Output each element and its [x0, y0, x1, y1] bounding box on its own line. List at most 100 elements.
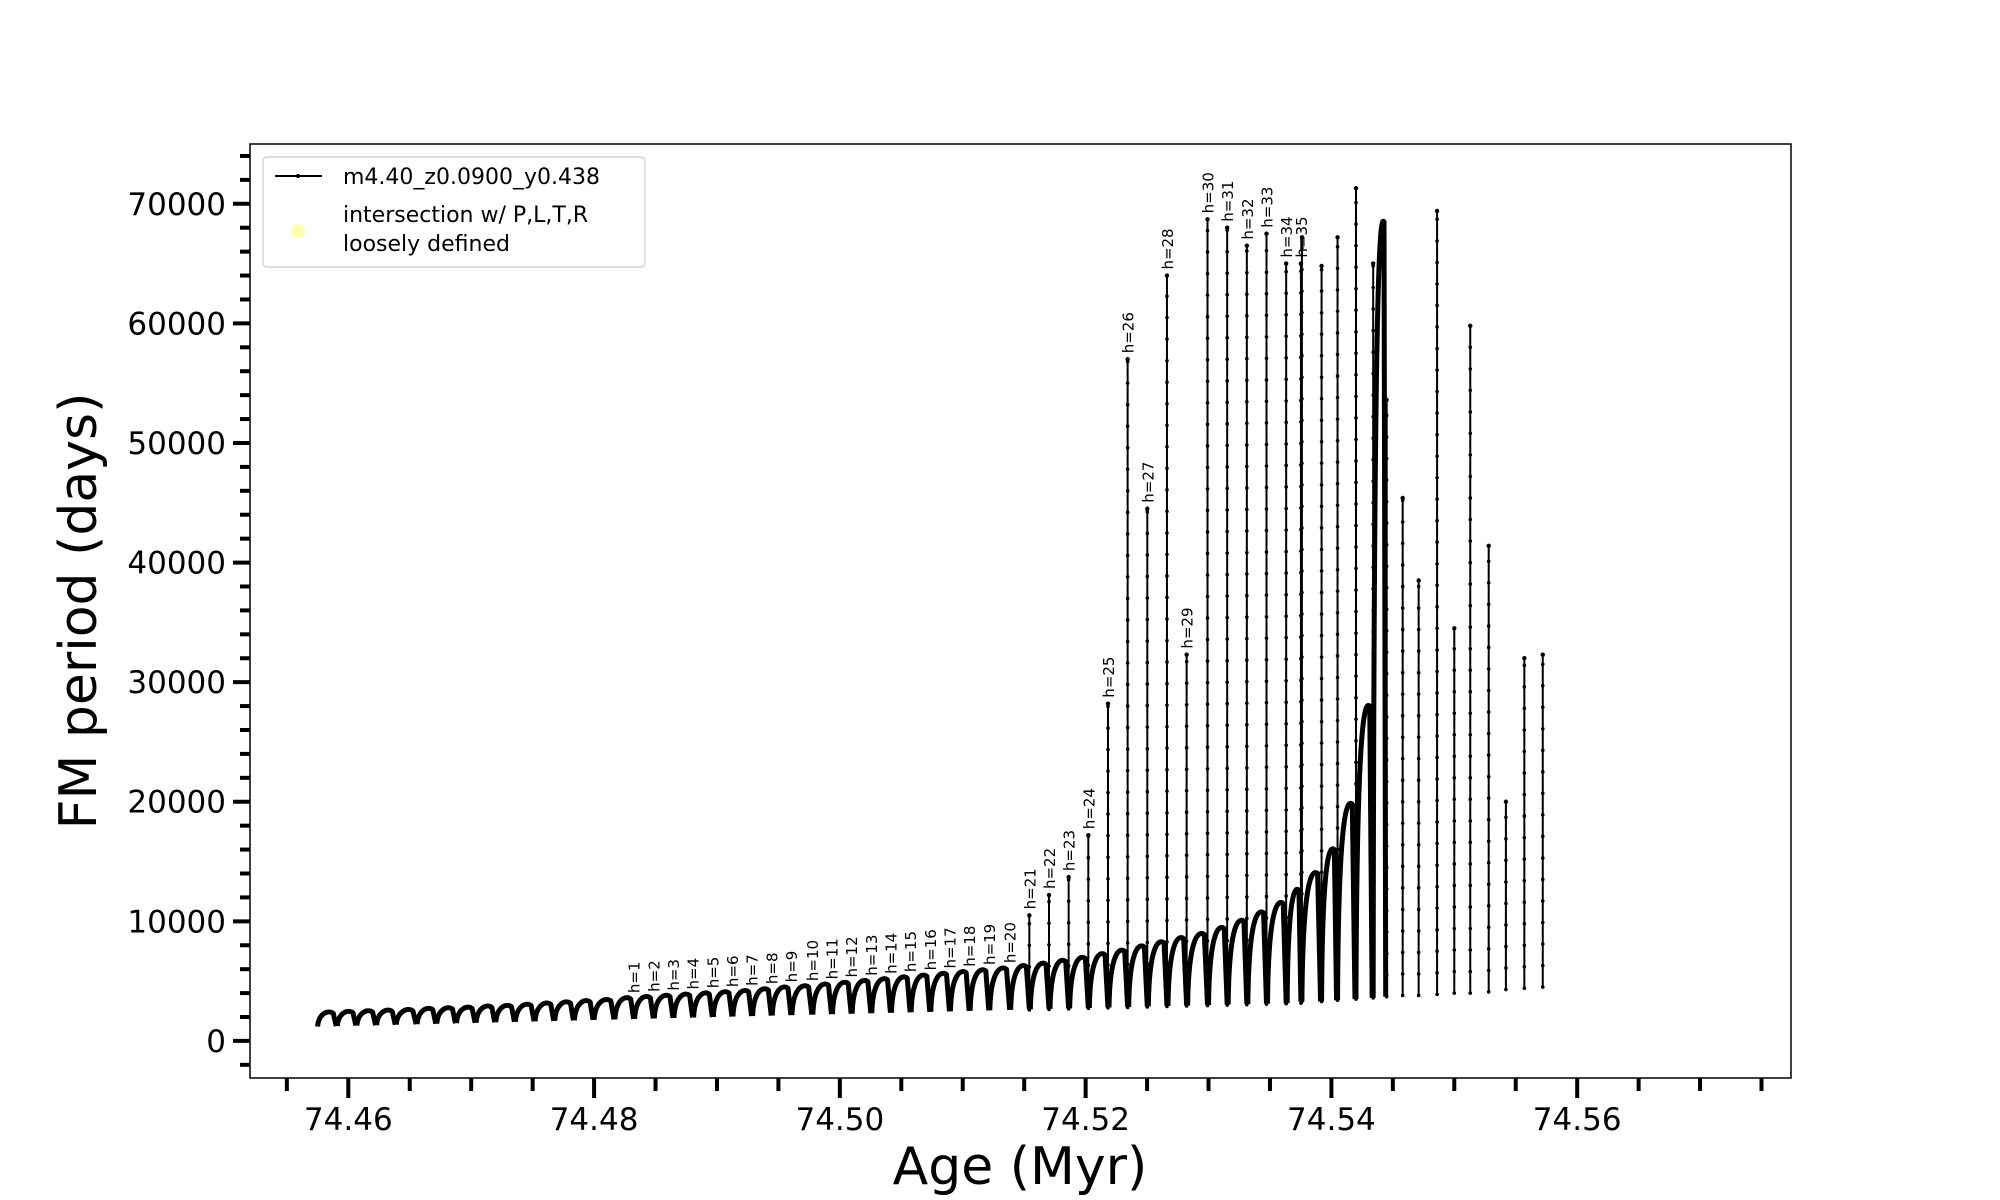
pulse-label: h=13	[863, 935, 881, 976]
pulse-curve	[512, 1001, 537, 1023]
data-point	[1486, 710, 1491, 714]
data-point	[1245, 679, 1249, 684]
data-point	[1416, 627, 1421, 632]
data-point	[1468, 819, 1473, 823]
data-point	[1145, 553, 1150, 557]
x-tick-label: 74.48	[550, 1102, 639, 1138]
plot-marks: h=1 h=2 h=3 h=4 h=5 h=6 h=7 h=8 h=9 h=10 h=11 h=12 h…	[315, 172, 1545, 1027]
y-tick-label: 30000	[127, 665, 226, 701]
data-point	[1370, 261, 1376, 266]
data-point	[1335, 697, 1340, 701]
data-point	[1486, 947, 1491, 951]
data-point	[1205, 939, 1210, 943]
data-point	[1319, 935, 1324, 939]
data-point	[1047, 964, 1051, 969]
data-point	[1371, 823, 1375, 828]
data-point	[1145, 703, 1150, 708]
data-point	[1354, 631, 1358, 635]
data-point	[1522, 900, 1527, 905]
data-point	[1335, 740, 1340, 744]
data-point	[1400, 842, 1405, 847]
legend-box	[262, 156, 646, 268]
data-point	[1264, 679, 1269, 683]
data-point	[1300, 805, 1304, 810]
pulse-curve	[552, 999, 576, 1022]
data-point	[1468, 797, 1473, 802]
data-point	[1384, 671, 1389, 676]
data-point	[1125, 489, 1130, 493]
data-point	[1125, 811, 1130, 816]
data-point	[1205, 314, 1210, 319]
data-point	[1245, 507, 1249, 512]
data-point	[1384, 973, 1389, 977]
data-point	[1371, 974, 1375, 979]
data-point	[1125, 833, 1130, 838]
data-point	[1205, 594, 1210, 599]
data-point	[1522, 921, 1527, 926]
data-point	[1205, 659, 1210, 663]
data-point	[1264, 399, 1269, 404]
data-point	[1165, 681, 1169, 686]
data-point	[1145, 596, 1150, 600]
data-point	[1435, 605, 1439, 609]
pulse-label: h=17	[941, 927, 959, 968]
data-point	[1184, 702, 1189, 707]
data-point	[1435, 325, 1439, 329]
data-point	[1435, 669, 1439, 674]
pulse-label: h=27	[1139, 462, 1157, 503]
data-point	[1225, 874, 1229, 878]
data-point	[1452, 840, 1457, 845]
data-point	[1319, 848, 1324, 853]
data-point	[1245, 658, 1249, 662]
data-point	[1435, 712, 1439, 717]
data-point	[1354, 200, 1358, 205]
pulse-curve	[591, 996, 617, 1021]
pulse-curve	[1047, 957, 1072, 1009]
data-point	[1354, 803, 1358, 808]
data-point	[1300, 612, 1304, 616]
data-point	[1184, 681, 1189, 685]
data-point	[1165, 660, 1169, 664]
data-point	[1354, 846, 1358, 851]
pulse-label: h=2	[645, 960, 663, 992]
data-point	[1264, 830, 1269, 834]
data-point	[1300, 332, 1304, 336]
data-point	[1435, 906, 1439, 910]
data-point	[1522, 964, 1527, 969]
data-point	[1264, 937, 1269, 942]
data-point	[1335, 524, 1340, 529]
data-point	[1384, 801, 1389, 805]
data-point	[1245, 916, 1249, 921]
data-point	[1165, 466, 1169, 471]
data-point	[1468, 732, 1473, 737]
x-tick-label: 74.54	[1287, 1102, 1376, 1138]
data-point	[1435, 734, 1439, 738]
pulse-curve	[1299, 870, 1324, 1002]
data-point	[1435, 239, 1439, 243]
data-point	[1046, 892, 1052, 898]
data-point	[1225, 465, 1229, 469]
pulse-curve	[829, 979, 854, 1015]
data-point	[1435, 260, 1439, 265]
data-point	[1335, 503, 1340, 507]
pulse-curve	[1335, 800, 1358, 1001]
data-point	[1300, 913, 1304, 918]
pulse-label: h=11	[823, 938, 841, 979]
data-point	[1384, 542, 1389, 547]
data-point	[1300, 633, 1304, 638]
data-point	[1435, 949, 1439, 954]
data-point	[1371, 414, 1375, 419]
data-point	[1435, 389, 1439, 394]
data-point	[1416, 886, 1421, 890]
data-point	[1145, 789, 1150, 794]
x-tick-label: 74.46	[304, 1102, 393, 1138]
data-point	[1486, 688, 1491, 693]
data-point	[1335, 309, 1340, 314]
data-point	[1319, 375, 1324, 380]
data-point	[1245, 830, 1249, 835]
data-point	[1371, 328, 1375, 333]
data-point	[1300, 892, 1304, 896]
data-point	[1205, 271, 1210, 276]
data-point	[1106, 855, 1110, 860]
data-point	[1319, 396, 1324, 401]
